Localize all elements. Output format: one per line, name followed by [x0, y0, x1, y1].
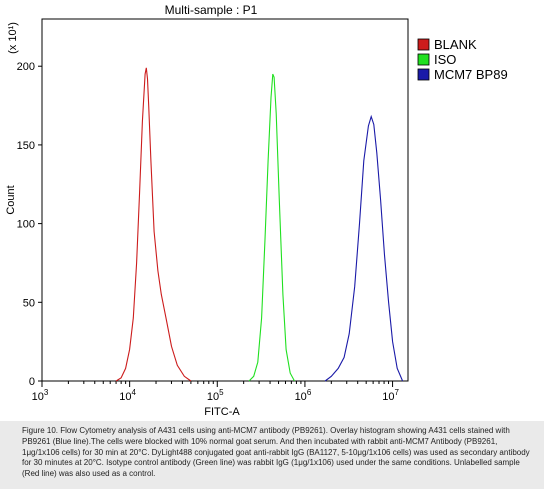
x-axis-label: FITC-A	[204, 406, 240, 418]
y-axis-label: Count	[5, 185, 17, 214]
y-tick-label: 50	[23, 297, 35, 309]
plot-frame	[41, 18, 409, 382]
x-tick-label: 105	[207, 388, 224, 403]
series-line-2	[248, 73, 295, 382]
series-lines	[115, 67, 404, 382]
x-tick-label: 106	[295, 388, 312, 403]
series-line-3	[324, 114, 404, 382]
x-tick-label: 103	[32, 388, 49, 403]
legend-swatch	[417, 68, 430, 81]
legend-swatch	[417, 38, 430, 51]
legend-label: BLANK	[434, 37, 477, 52]
flow-cytometry-histogram: Multi-sample : P1 (x 10¹) Count FITC-A 0…	[5, 3, 508, 418]
y-tick-label: 100	[17, 219, 35, 231]
legend-label: MCM7 BP89	[434, 67, 508, 82]
y-multiplier-label: (x 10¹)	[7, 22, 19, 54]
figure-caption: Figure 10. Flow Cytometry analysis of A4…	[0, 421, 544, 489]
x-tick-label: 107	[382, 388, 399, 403]
plot-area	[41, 18, 409, 382]
x-axis-ticks: 103 104 105 106 107	[32, 381, 399, 403]
chart-title: Multi-sample : P1	[165, 3, 258, 17]
y-axis-ticks: 0 50 100 150 200	[17, 61, 42, 388]
y-tick-label: 150	[17, 140, 35, 152]
series-line-1	[115, 67, 192, 382]
y-tick-label: 0	[29, 376, 35, 388]
y-tick-label: 200	[17, 61, 35, 73]
legend-label: ISO	[434, 52, 456, 67]
caption-text: Figure 10. Flow Cytometry analysis of A4…	[22, 426, 530, 479]
x-tick-label: 104	[119, 388, 136, 403]
legend-swatch	[417, 53, 430, 66]
